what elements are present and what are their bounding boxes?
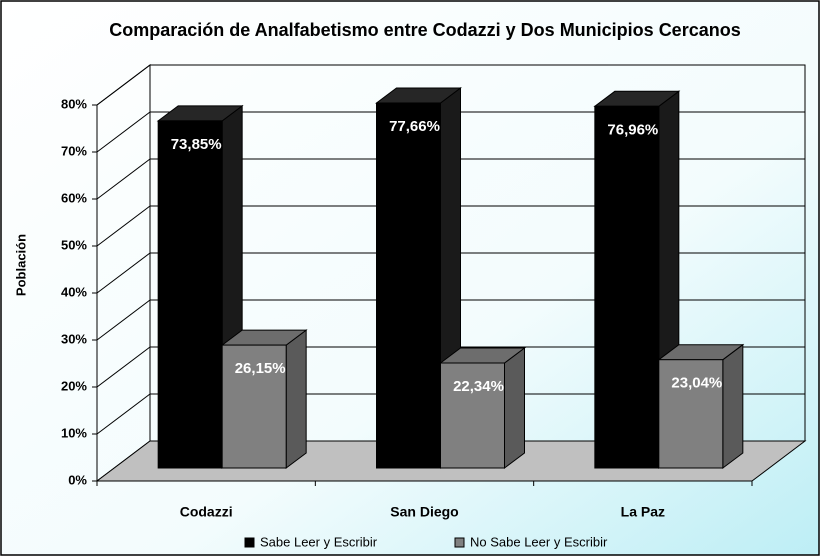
legend-label: Sabe Leer y Escribir [260, 534, 378, 549]
grid-line [96, 252, 151, 294]
bar-side [722, 343, 744, 469]
bar-front [157, 120, 223, 469]
value-label: 26,15% [235, 360, 286, 377]
y-tick-label: 50% [61, 237, 87, 252]
legend-swatch [244, 537, 255, 548]
y-tick-label: 60% [61, 190, 87, 205]
x-tick-label: San Diego [390, 504, 458, 520]
bar-front [594, 105, 660, 469]
bar [439, 347, 526, 469]
bar-front [376, 102, 441, 469]
bar-front [221, 344, 287, 469]
grid-line [96, 205, 151, 247]
bar-front [658, 359, 724, 469]
x-tick-label: La Paz [621, 504, 665, 520]
bar [220, 329, 308, 469]
plot-area: 0% 10% 20% 30% 40% 50% 60% 70% 80% Codazzi 73,85% 2… [61, 63, 807, 549]
x-tick-label: Codazzi [180, 504, 233, 520]
y-tick-label: 0% [68, 472, 87, 487]
value-label: 73,85% [171, 136, 222, 153]
legend-swatch [454, 537, 465, 548]
chart-title: Comparación de Analfabetismo entre Codaz… [109, 20, 740, 40]
grid-line [96, 111, 151, 153]
y-tick-label: 40% [61, 284, 87, 299]
bar [593, 90, 681, 469]
y-tick-label: 20% [61, 378, 87, 393]
grid-line [96, 64, 151, 106]
grid-line [96, 158, 151, 200]
value-label: 23,04% [671, 375, 722, 392]
y-axis-label: Población [13, 234, 28, 296]
bar-front [440, 362, 505, 469]
bar-side [504, 347, 525, 469]
grid-line [96, 346, 151, 388]
grid-line [96, 299, 151, 341]
bar [657, 343, 745, 469]
y-tick-label: 80% [61, 96, 87, 111]
value-label: 76,96% [607, 121, 658, 138]
legend-label: No Sabe Leer y Escribir [470, 534, 608, 549]
y-tick-label: 10% [61, 425, 87, 440]
grid-line [96, 393, 151, 435]
bar-side [285, 329, 307, 469]
value-label: 22,34% [453, 378, 504, 395]
value-label: 77,66% [389, 118, 440, 135]
y-tick-label: 70% [61, 143, 87, 158]
y-tick-label: 30% [61, 331, 87, 346]
